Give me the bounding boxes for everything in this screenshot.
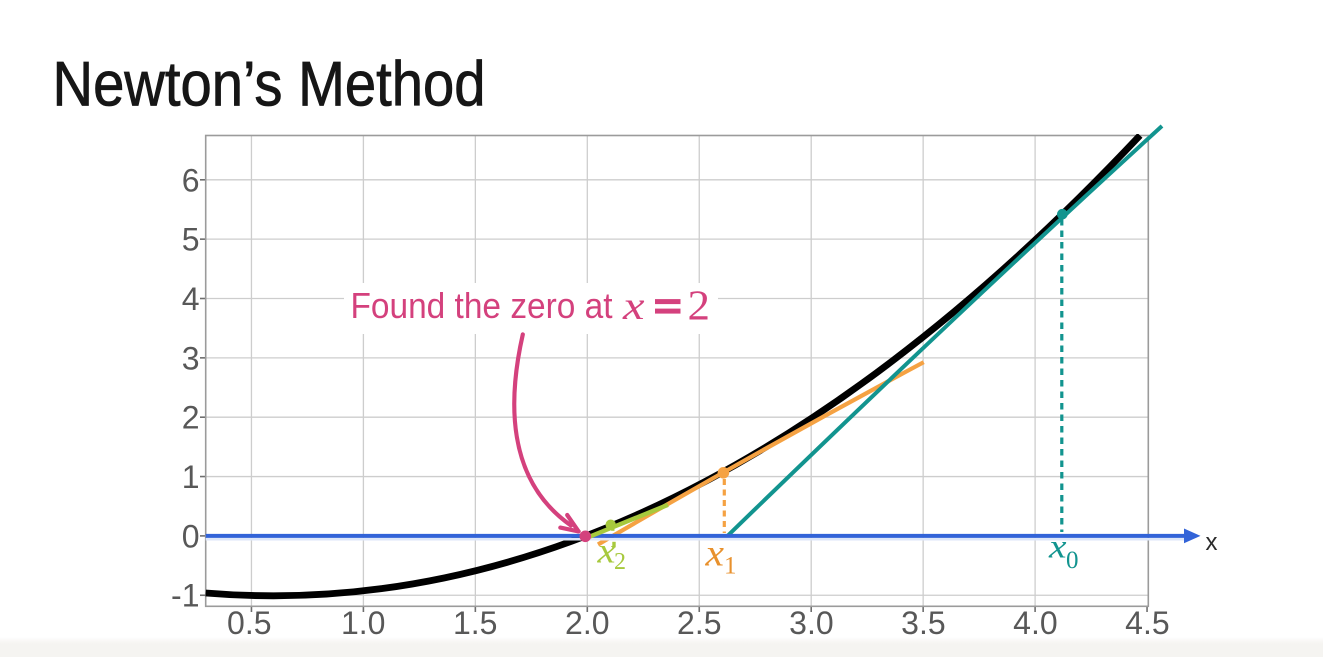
svg-text:2: 2: [688, 283, 711, 329]
svg-text:0: 0: [1066, 547, 1079, 574]
svg-text:x: x: [704, 533, 724, 575]
svg-text:2.5: 2.5: [677, 605, 721, 641]
svg-text:3: 3: [182, 341, 200, 377]
svg-text:2.0: 2.0: [565, 605, 609, 641]
svg-text:Found the zero at: Found the zero at: [351, 286, 613, 326]
svg-text:x: x: [1048, 529, 1067, 566]
svg-text:2: 2: [182, 400, 200, 436]
svg-text:4: 4: [182, 281, 200, 317]
svg-text:x: x: [596, 531, 615, 571]
svg-text:1: 1: [182, 459, 200, 495]
svg-text:3.0: 3.0: [789, 605, 833, 641]
svg-text:x: x: [1206, 529, 1218, 556]
svg-text:1: 1: [724, 553, 737, 580]
svg-text:-1: -1: [171, 578, 199, 614]
svg-text:5: 5: [182, 222, 200, 258]
svg-text:3.5: 3.5: [901, 605, 945, 641]
svg-text:4.5: 4.5: [1125, 605, 1169, 641]
svg-text:4.0: 4.0: [1013, 605, 1057, 641]
svg-text:6: 6: [182, 162, 200, 198]
svg-text:Newton’s Method: Newton’s Method: [53, 50, 486, 120]
svg-text:2: 2: [614, 549, 626, 575]
svg-text:1.5: 1.5: [453, 605, 497, 641]
svg-text:0: 0: [182, 518, 200, 554]
svg-text:0.5: 0.5: [227, 605, 271, 641]
svg-text:1.0: 1.0: [341, 605, 385, 641]
svg-text:x: x: [622, 283, 645, 328]
